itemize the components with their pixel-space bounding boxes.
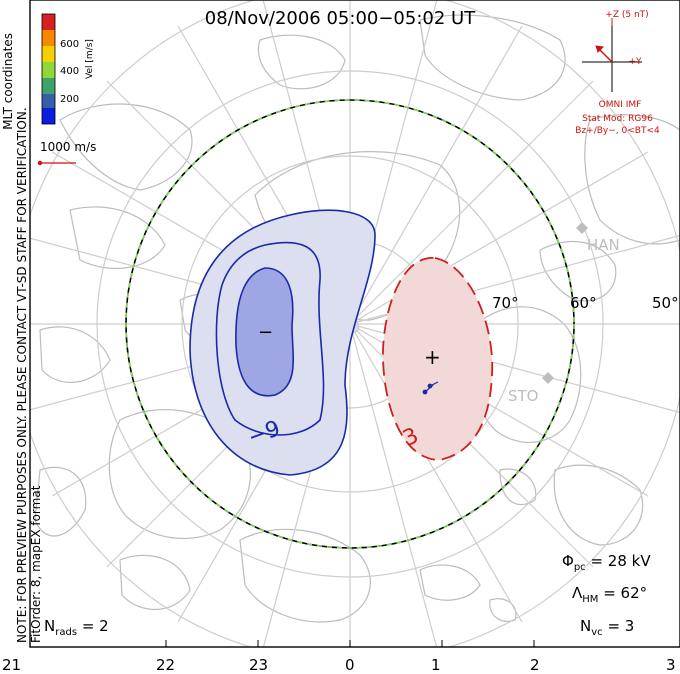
fitorder-label: FitOrder: 8, mapEX format	[29, 485, 43, 643]
station-label-sto: STO	[508, 387, 539, 405]
colorbar-tick-200: 200	[60, 94, 80, 105]
positive-cell-max-marker: +	[424, 345, 441, 369]
mlt-label-23: 23	[249, 656, 269, 674]
station-label-han: HAN	[587, 236, 620, 254]
mlt-ticks	[29, 640, 535, 647]
imf-clock	[582, 18, 642, 92]
latitude-label-60: 60°	[570, 294, 597, 312]
preview-note: NOTE: FOR PREVIEW PURPOSES ONLY. PLEASE …	[15, 107, 29, 643]
hmb-latitude: ΛHM = 62°	[572, 584, 648, 605]
reference-vector-label: 1000 m/s	[40, 140, 97, 154]
reference-vector	[37, 160, 76, 166]
mlt-label-1: 1	[431, 656, 441, 674]
latitude-label-70: 70°	[492, 294, 519, 312]
colorbar-tick-600: 600	[60, 39, 80, 50]
radar-count: Nrads = 2	[44, 617, 109, 638]
vector-count: Nvc = 3	[580, 617, 635, 638]
imf-by-label: +Y	[628, 57, 642, 67]
mlt-label-2: 2	[530, 656, 540, 674]
colorbar	[41, 13, 56, 125]
cross-polar-potential: Φpc = 28 kV	[562, 552, 651, 573]
coords-label: MLT coordinates	[1, 33, 15, 130]
imf-bz-label: +Z (5 nT)	[605, 10, 649, 20]
verification-note: MLT coordinates NOTE: FOR PREVIEW PURPOS…	[1, 23, 43, 643]
imf-condition: Bz+/By−, 0<BT<4	[575, 126, 660, 136]
plot-frame	[29, 0, 680, 648]
velocity-vectors	[422, 381, 439, 395]
mlt-label-0: 0	[345, 656, 355, 674]
imf-model: Stat Mod: RG96	[582, 114, 653, 124]
hmb-boundary-dash	[125, 99, 575, 549]
plot-title: 08/Nov/2006 05:00−05:02 UT	[204, 8, 476, 29]
mlt-label-22: 22	[156, 656, 176, 674]
positive-convection-cell	[382, 257, 494, 461]
coastlines	[34, 14, 680, 623]
station-markers	[542, 222, 588, 384]
negative-convection-cell	[189, 209, 376, 476]
latitude-label-50: 50°	[652, 294, 679, 312]
imf-source: OMNI IMF	[598, 100, 642, 110]
mlt-label-3: 3	[666, 656, 676, 674]
colorbar-label: Vel [m/s]	[85, 39, 95, 79]
negative-cell-min-marker: −	[258, 322, 274, 343]
mlt-label-21: 21	[2, 656, 22, 674]
colorbar-tick-400: 400	[60, 66, 80, 77]
